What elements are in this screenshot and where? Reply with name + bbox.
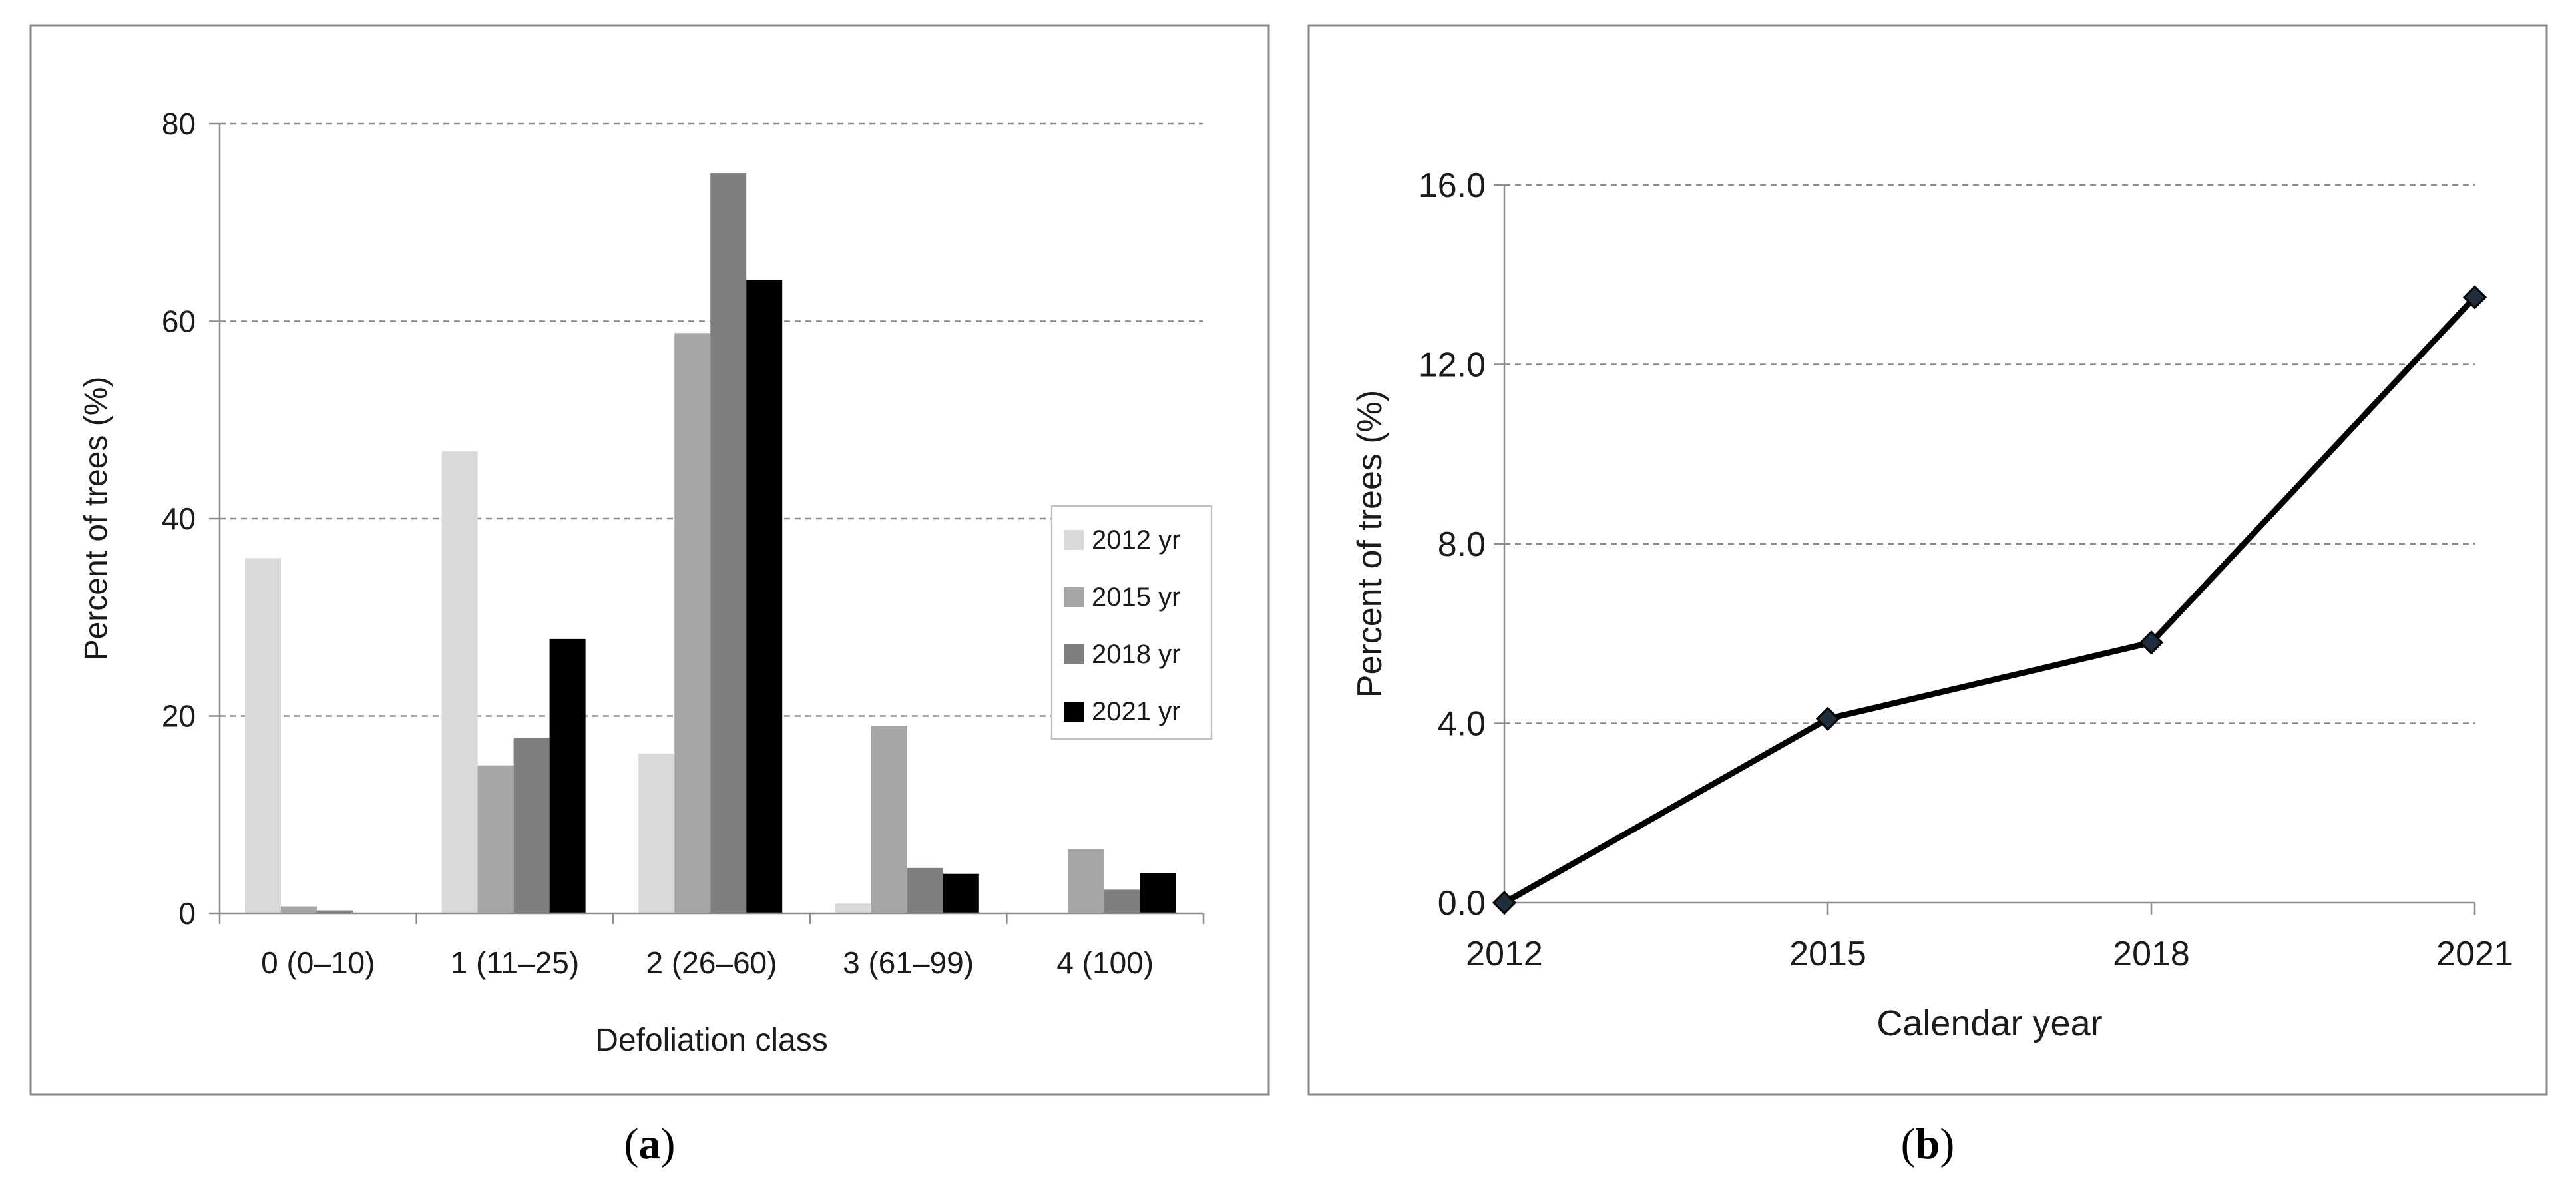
panel-a-label: (a) bbox=[624, 1120, 676, 1168]
data-point bbox=[2139, 630, 2164, 655]
bar bbox=[1068, 849, 1104, 913]
bar bbox=[943, 873, 979, 913]
bar bbox=[1140, 873, 1176, 913]
y-tick-label: 40 bbox=[162, 501, 196, 536]
x-tick-label: 2018 bbox=[2113, 935, 2190, 973]
y-tick-label: 12.0 bbox=[1418, 346, 1486, 385]
bar bbox=[245, 558, 281, 913]
y-tick-label: 60 bbox=[162, 304, 196, 339]
bar bbox=[549, 638, 586, 913]
x-tick-label: 0 (0–10) bbox=[261, 945, 375, 980]
x-axis-label: Calendar year bbox=[1876, 1003, 2102, 1043]
legend-swatch bbox=[1064, 702, 1084, 722]
bar bbox=[710, 173, 747, 913]
x-axis-label: Defoliation class bbox=[595, 1023, 828, 1058]
y-tick-label: 80 bbox=[162, 107, 196, 141]
bar bbox=[281, 906, 317, 913]
bar bbox=[477, 765, 514, 913]
legend-swatch bbox=[1064, 644, 1084, 664]
legend-label: 2018 yr bbox=[1092, 640, 1180, 669]
y-axis-label: Percent of trees (%) bbox=[1351, 390, 1389, 698]
data-point bbox=[1815, 706, 1840, 731]
panel-b-label: (b) bbox=[1901, 1120, 1955, 1168]
chart-a: 0 20 40 60 80 0 (0–10) 1 (11–25) 2 (26–60) 3 (61… bbox=[79, 107, 1213, 1058]
bar bbox=[638, 753, 675, 913]
y-tick-label: 4.0 bbox=[1438, 705, 1486, 744]
series-line bbox=[1502, 295, 2477, 905]
x-tick-label: 4 (100) bbox=[1056, 945, 1154, 980]
y-tick-label: 20 bbox=[162, 699, 196, 734]
data-point bbox=[2462, 285, 2487, 310]
y-tick-label: 8.0 bbox=[1438, 525, 1486, 564]
bar bbox=[871, 726, 907, 913]
bar bbox=[441, 451, 478, 913]
legend-label: 2015 yr bbox=[1092, 583, 1180, 612]
bar bbox=[746, 280, 783, 913]
chart-b: 0.0 4.0 8.0 12.0 16.0 2012 2015 2018 2021 Calenda… bbox=[1351, 166, 2513, 1043]
bar bbox=[1104, 889, 1140, 913]
legend-label: 2012 yr bbox=[1092, 525, 1180, 555]
data-point bbox=[1492, 890, 1517, 915]
bar bbox=[907, 867, 943, 913]
legend-swatch bbox=[1064, 587, 1084, 607]
y-tick-label: 0 bbox=[178, 896, 196, 931]
bar bbox=[317, 910, 353, 913]
chart-b-frame bbox=[1307, 24, 2548, 1096]
x-tick-label: 2015 bbox=[1789, 935, 1866, 973]
x-tick-label: 2012 bbox=[1466, 935, 1543, 973]
y-axis-label: Percent of trees (%) bbox=[79, 377, 114, 661]
legend-swatch bbox=[1064, 530, 1084, 550]
bar bbox=[674, 333, 711, 913]
bar bbox=[835, 903, 871, 913]
x-tick-label: 3 (61–99) bbox=[843, 945, 974, 980]
x-tick-label: 1 (11–25) bbox=[451, 945, 580, 980]
x-tick-label: 2 (26–60) bbox=[646, 945, 777, 980]
x-tick-label: 2021 bbox=[2436, 935, 2513, 973]
y-tick-label: 0.0 bbox=[1438, 884, 1486, 923]
y-tick-label: 16.0 bbox=[1418, 166, 1486, 205]
legend-label: 2021 yr bbox=[1092, 697, 1180, 726]
bar bbox=[513, 738, 550, 913]
